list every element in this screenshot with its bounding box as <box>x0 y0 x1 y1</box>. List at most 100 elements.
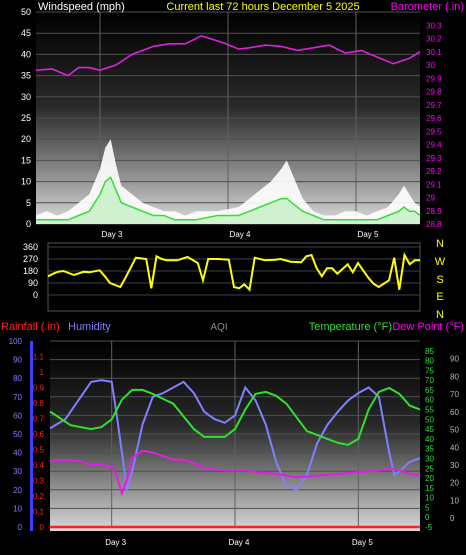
temperature-tick-label: 10 <box>425 494 434 503</box>
barometer-tick-label: 29 <box>426 194 435 203</box>
dewpoint-tick-label: 40 <box>450 443 459 452</box>
wind-direction-line <box>47 251 420 292</box>
temperature-tick-label: 45 <box>425 425 434 434</box>
barometer-tick-label: 29.3 <box>426 154 442 163</box>
temperature-tick-label: 25 <box>425 464 434 473</box>
temperature-tick-label: 70 <box>425 376 434 385</box>
rainfall-axis-label: Rainfall (.in) <box>1 321 60 333</box>
temperature-axis-label: Temperature (°F) <box>309 321 392 333</box>
direction-tick-label: 360 <box>23 242 38 252</box>
barometer-tick-label: 29.6 <box>426 114 442 123</box>
humidity-ticks: 0 10 20 30 40 50 60 70 80 90 100 <box>9 337 23 532</box>
temperature-tick-label: 30 <box>425 454 434 463</box>
humidity-tick-label: 40 <box>13 449 22 458</box>
rainfall-tick-label: 0.5 <box>33 446 45 455</box>
humidity-axis-label: Humidity <box>68 321 111 333</box>
rainfall-tick-label: 0.4 <box>33 461 45 470</box>
rainfall-tick-label: 0.2 <box>33 492 45 501</box>
wind-axis-label: Windspeed (mph) <box>38 1 125 13</box>
wind-tick-label: 50 <box>21 7 31 17</box>
temperature-tick-label: 0 <box>425 513 430 522</box>
direction-tick-label: 90 <box>28 278 38 288</box>
day-label: Day 3 <box>102 230 123 239</box>
humidity-tick-label: 80 <box>13 374 22 383</box>
rainfall-tick-label: 0.7 <box>33 415 45 424</box>
temperature-tick-label: -5 <box>425 523 433 532</box>
rainfall-tick-label: 0.8 <box>33 399 45 408</box>
barometer-tick-label: 29.5 <box>426 127 442 136</box>
wind-speed-line <box>36 176 421 221</box>
wind-ticks: 0 5 10 15 20 25 30 35 40 45 50 <box>21 7 31 229</box>
day-label: Day 5 <box>358 230 379 239</box>
barometer-tick-label: 29.4 <box>426 141 442 150</box>
direction-tick-label: 180 <box>23 266 38 276</box>
wind-tick-label: 45 <box>21 28 31 38</box>
barometer-tick-label: 28.8 <box>426 220 442 229</box>
compass-label: N <box>436 309 444 321</box>
barometer-tick-label: 29.2 <box>426 167 442 176</box>
wind-tick-label: 25 <box>21 113 31 123</box>
temperature-tick-label: 40 <box>425 435 434 444</box>
humidity-tick-label: 10 <box>13 504 22 513</box>
direction-plot-area <box>47 242 421 312</box>
dewpoint-tick-label: 30 <box>450 461 459 470</box>
barometer-tick-label: 29.7 <box>426 101 442 110</box>
temperature-tick-label: 60 <box>425 396 434 405</box>
temperature-tick-label: 20 <box>425 474 434 483</box>
dewpoint-tick-label: 0 <box>450 514 455 523</box>
compass-label: S <box>436 274 443 286</box>
barometer-tick-label: 30.3 <box>426 21 442 30</box>
humidity-scale-bar <box>30 341 33 531</box>
wind-gust-area <box>36 139 420 224</box>
dewpoint-tick-label: 60 <box>450 408 459 417</box>
day-label: Day 4 <box>230 230 251 239</box>
wind-tick-label: 35 <box>21 71 31 81</box>
temperature-tick-label: 5 <box>425 503 430 512</box>
humidity-tick-label: 60 <box>13 411 22 420</box>
compass-label: W <box>435 256 446 268</box>
temperature-tick-label: 55 <box>425 406 434 415</box>
rainfall-ticks: 0 0.1 0.2 0.3 0.4 0.5 0.6 0.7 0.8 0.9 1 1.1 <box>33 353 45 533</box>
humidity-tick-label: 0 <box>18 523 23 532</box>
rainfall-tick-label: 0.9 <box>33 384 45 393</box>
dewpoint-axis-label: Dew Point (°F) <box>392 321 464 333</box>
barometer-tick-label: 28.9 <box>426 207 442 216</box>
humidity-tick-label: 100 <box>9 337 23 346</box>
aqi-label: AQI <box>210 322 227 333</box>
rainfall-tick-label: 1 <box>40 368 45 377</box>
compass-label: N <box>436 238 444 250</box>
day-label: Day 3 <box>105 538 126 547</box>
temperature-tick-label: 75 <box>425 366 434 375</box>
dewpoint-ticks: 0 10 20 30 40 50 60 70 80 90 <box>450 355 459 523</box>
barometer-axis-label: Barometer (.in) <box>391 1 464 13</box>
wind-barometer-chart: Windspeed (mph) Current last 72 hours De… <box>21 1 464 239</box>
temp-day-labels: Day 3 Day 4 Day 5 <box>105 538 373 547</box>
wind-tick-label: 40 <box>21 49 31 59</box>
temperature-tick-label: 35 <box>425 445 434 454</box>
wind-speed-area <box>36 177 420 224</box>
barometer-tick-label: 30 <box>426 61 435 70</box>
temperature-tick-label: 50 <box>425 415 434 424</box>
dewpoint-tick-label: 50 <box>450 426 459 435</box>
humidity-tick-label: 50 <box>13 430 22 439</box>
temperature-tick-label: 15 <box>425 484 434 493</box>
compass-label: E <box>436 291 443 303</box>
dewpoint-tick-label: 80 <box>450 372 459 381</box>
barometer-tick-label: 29.9 <box>426 74 442 83</box>
wind-barometer-series <box>35 34 421 224</box>
direction-ticks: 0 90 180 270 360 <box>23 242 38 300</box>
temperature-tick-label: 80 <box>425 357 434 366</box>
rainfall-tick-label: 0 <box>40 523 45 532</box>
humidity-line <box>49 379 421 492</box>
dewpoint-line <box>49 449 421 497</box>
barometer-tick-label: 29.1 <box>426 180 442 189</box>
barometer-tick-label: 29.8 <box>426 88 442 97</box>
humidity-tick-label: 90 <box>13 356 22 365</box>
dewpoint-tick-label: 90 <box>450 355 459 364</box>
wind-tick-label: 5 <box>26 198 31 208</box>
temp-humidity-series <box>49 379 421 529</box>
